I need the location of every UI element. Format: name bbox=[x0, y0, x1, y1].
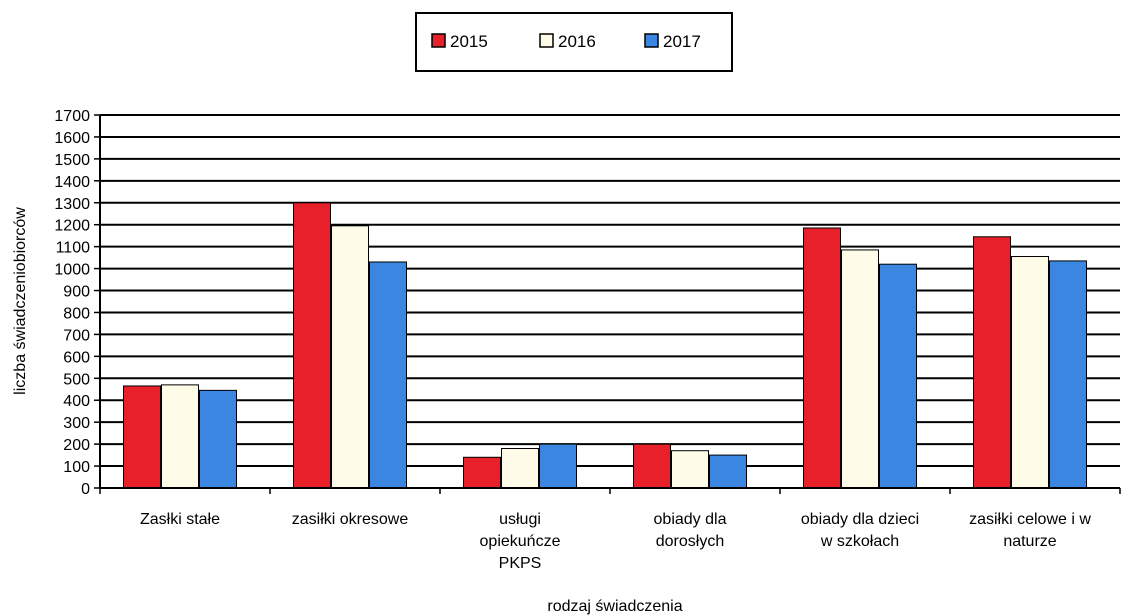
y-axis-title: liczba świadczeniobiorców bbox=[12, 207, 29, 395]
legend-swatch-2017 bbox=[644, 33, 659, 48]
y-tick-label: 500 bbox=[63, 371, 90, 388]
category-label-line: naturze bbox=[1003, 533, 1056, 550]
category-label-line: PKPS bbox=[499, 555, 542, 572]
y-tick-label: 1700 bbox=[54, 108, 90, 125]
category-label-line: Zasłki stałe bbox=[140, 511, 220, 528]
y-tick-label: 300 bbox=[63, 415, 90, 432]
y-tick-label: 1500 bbox=[54, 152, 90, 169]
category-label-line: obiady dla bbox=[654, 511, 727, 528]
bar-2015 bbox=[973, 236, 1011, 489]
bar-2015 bbox=[463, 456, 501, 489]
bar-2016 bbox=[1011, 256, 1049, 489]
category-label-line: obiady dla dzieci bbox=[801, 511, 919, 528]
legend-label-2016: 2016 bbox=[558, 32, 596, 51]
bar-2015 bbox=[123, 385, 161, 489]
legend-swatch-2015 bbox=[431, 33, 446, 48]
category-label: usługi opiekuńcze PKPS bbox=[480, 511, 561, 572]
bar-2017 bbox=[1049, 260, 1087, 489]
legend-swatch-2016 bbox=[539, 33, 554, 48]
category-label-line: zasiłki okresowe bbox=[292, 511, 409, 528]
x-axis-title: rodzaj świadczenia bbox=[547, 598, 682, 615]
category-label: zasiłki okresowe bbox=[292, 511, 409, 528]
bar-2016 bbox=[501, 448, 539, 489]
bar-2015 bbox=[293, 202, 331, 489]
category-label-line: dorosłych bbox=[656, 533, 724, 550]
legend-label-2017: 2017 bbox=[663, 32, 701, 51]
bar-2016 bbox=[671, 450, 709, 489]
category-label: zasiłki celowe i w naturze bbox=[969, 511, 1091, 550]
y-tick-label: 100 bbox=[63, 459, 90, 476]
category-label-line: usługi bbox=[499, 511, 541, 528]
legend-box bbox=[415, 12, 733, 72]
y-tick-label: 200 bbox=[63, 437, 90, 454]
bar-2017 bbox=[199, 389, 237, 489]
y-tick-label: 600 bbox=[63, 349, 90, 366]
category-label-line: opiekuńcze bbox=[480, 533, 561, 550]
y-tick-label: 1000 bbox=[54, 262, 90, 279]
bar-2016 bbox=[331, 225, 369, 489]
y-tick-label: 900 bbox=[63, 284, 90, 301]
bar-2016 bbox=[841, 249, 879, 489]
y-tick-label: 1100 bbox=[56, 240, 91, 257]
category-label-line: w szkołach bbox=[820, 533, 899, 550]
bar-2016 bbox=[161, 384, 199, 489]
bar-2015 bbox=[633, 443, 671, 489]
y-tick-label: 400 bbox=[63, 393, 90, 410]
legend-label-2015: 2015 bbox=[450, 32, 488, 51]
bar-2017 bbox=[709, 454, 747, 489]
y-tick-label: 1600 bbox=[54, 130, 90, 147]
y-tick-label: 0 bbox=[81, 481, 90, 498]
bar-2017 bbox=[879, 263, 917, 489]
y-tick-label: 1400 bbox=[54, 174, 90, 191]
y-tick-label: 1200 bbox=[54, 218, 90, 235]
y-tick-label: 1300 bbox=[54, 196, 90, 213]
category-label: obiady dla dorosłych bbox=[654, 511, 727, 550]
category-label: Zasłki stałe bbox=[140, 511, 220, 528]
bar-2015 bbox=[803, 227, 841, 489]
legend: 2015 2016 2017 bbox=[415, 12, 733, 72]
y-tick-label: 800 bbox=[63, 305, 90, 322]
bar-2017 bbox=[369, 261, 407, 489]
y-tick-label: 700 bbox=[63, 327, 90, 344]
category-label: obiady dla dzieci w szkołach bbox=[801, 511, 919, 550]
bar-2017 bbox=[539, 443, 577, 489]
category-label-line: zasiłki celowe i w bbox=[969, 511, 1091, 528]
